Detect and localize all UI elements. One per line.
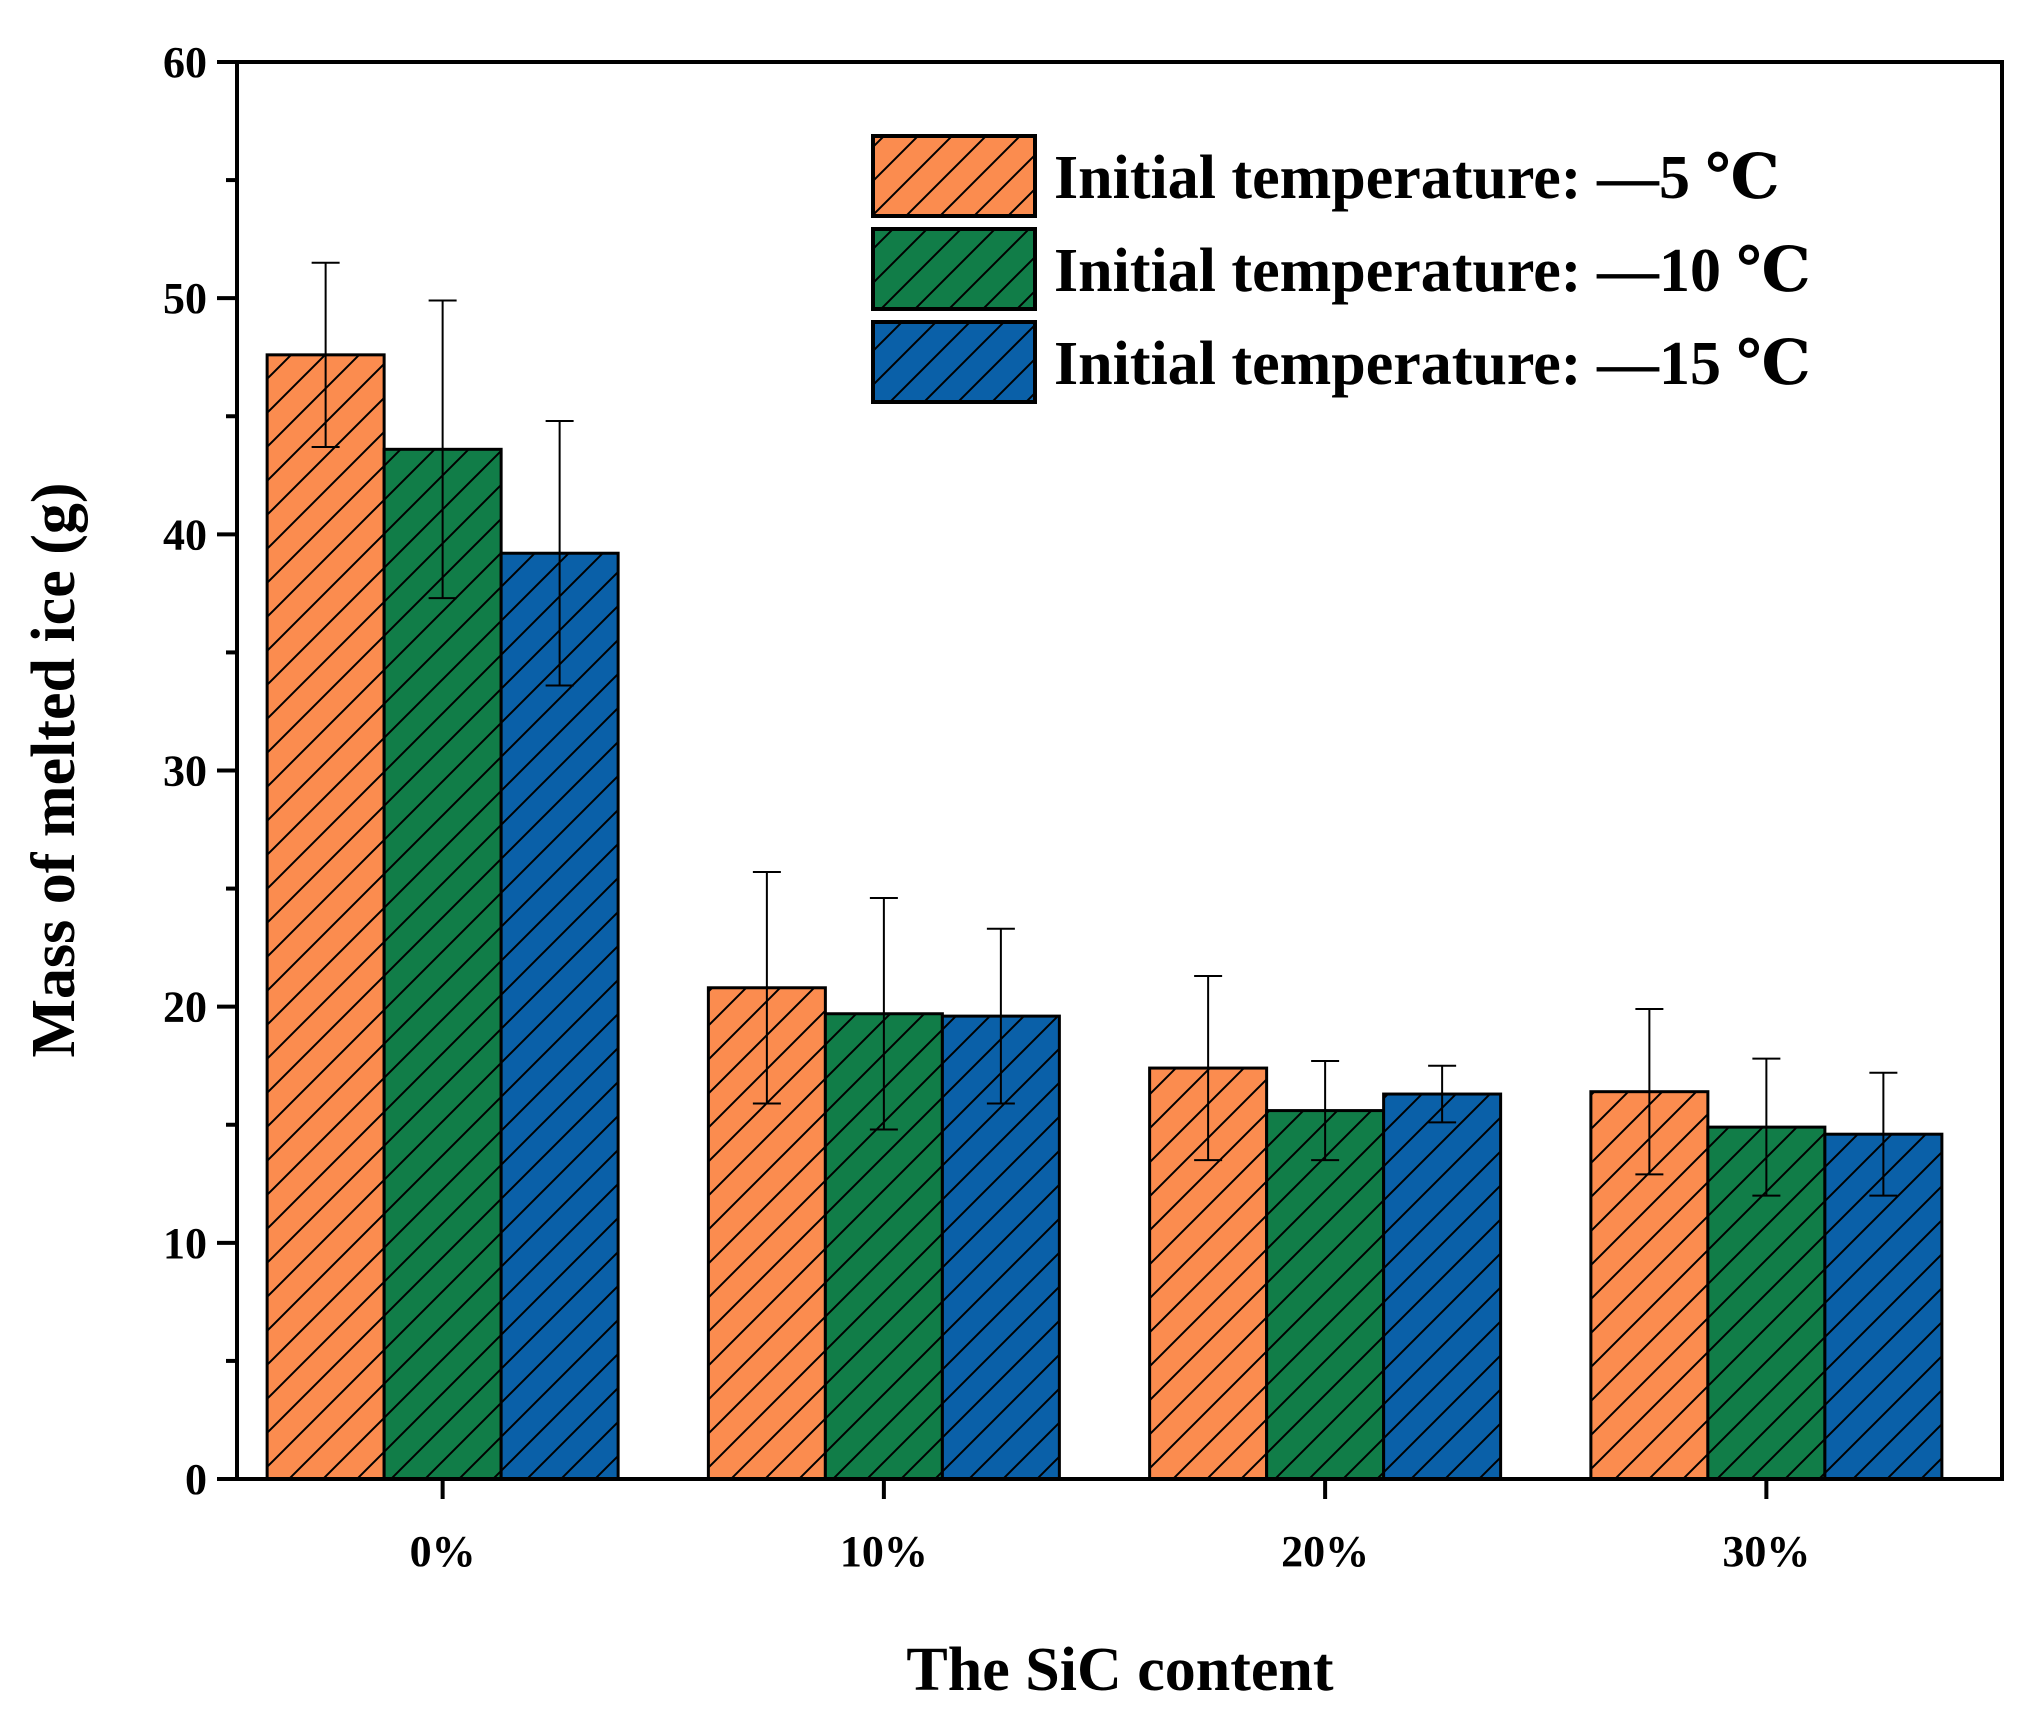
bars-layer bbox=[265, 353, 1944, 1481]
bar-hatch bbox=[499, 551, 620, 1481]
y-tick-label: 0 bbox=[185, 1455, 207, 1504]
y-tick-label: 30 bbox=[163, 747, 207, 796]
error-bar bbox=[1311, 1059, 1340, 1162]
bar-hatch bbox=[382, 447, 503, 1481]
error-bar bbox=[1752, 1057, 1781, 1197]
bar-hatch bbox=[265, 353, 386, 1481]
legend: Initial temperature: —5 ℃ Initial temper… bbox=[871, 134, 1811, 404]
error-bar bbox=[545, 419, 574, 687]
x-axis-title: The SiC content bbox=[906, 1636, 1333, 1704]
error-bar bbox=[1428, 1064, 1457, 1124]
error-bar bbox=[428, 299, 457, 600]
y-tick-label: 60 bbox=[163, 38, 207, 87]
legend-label: Initial temperature: —15 ℃ bbox=[1054, 330, 1811, 398]
y-axis-title: Mass of melted ice (g) bbox=[20, 482, 88, 1057]
error-bar bbox=[752, 871, 781, 1105]
error-bar bbox=[1635, 1008, 1664, 1176]
error-bar bbox=[869, 897, 898, 1131]
legend-item-series-2: Initial temperature: —10 ℃ bbox=[871, 227, 1811, 311]
y-tick-label: 40 bbox=[163, 510, 207, 559]
legend-swatch-hatch bbox=[871, 227, 1037, 311]
y-tick-label: 10 bbox=[163, 1219, 207, 1268]
legend-swatch-hatch bbox=[871, 134, 1037, 218]
x-tick-label: 0% bbox=[410, 1527, 476, 1576]
error-bar bbox=[1194, 974, 1223, 1162]
x-tick-label: 10% bbox=[840, 1527, 928, 1576]
legend-item-series-1: Initial temperature: —5 ℃ bbox=[871, 134, 1780, 218]
bar-hatch bbox=[1265, 1109, 1386, 1481]
x-tick-label: 20% bbox=[1281, 1527, 1369, 1576]
y-tick-label: 20 bbox=[163, 983, 207, 1032]
bar-hatch bbox=[1382, 1092, 1503, 1481]
y-axis-ticks: 0 10 20 30 40 50 60 bbox=[163, 38, 237, 1504]
legend-label: Initial temperature: —10 ℃ bbox=[1054, 237, 1811, 305]
y-tick-label: 50 bbox=[163, 274, 207, 323]
legend-label: Initial temperature: —5 ℃ bbox=[1054, 144, 1780, 212]
legend-item-series-3: Initial temperature: —15 ℃ bbox=[871, 320, 1811, 404]
x-tick-label: 30% bbox=[1722, 1527, 1810, 1576]
error-bars-layer bbox=[311, 261, 1898, 1197]
x-axis-ticks: 0% 10% 20% 30% bbox=[410, 1479, 1810, 1576]
error-bar bbox=[986, 927, 1015, 1105]
legend-swatch-hatch bbox=[871, 320, 1037, 404]
error-bar bbox=[311, 261, 340, 448]
error-bar bbox=[1869, 1071, 1898, 1197]
